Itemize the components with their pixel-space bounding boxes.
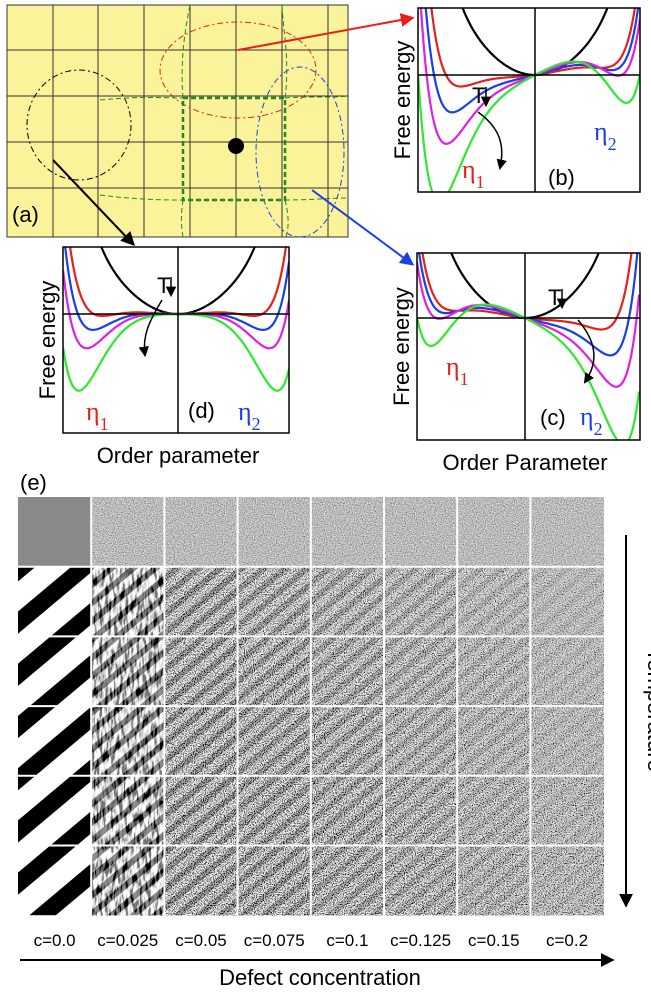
energy-curve xyxy=(417,234,639,356)
axis-label: Free energy xyxy=(35,281,60,400)
energy-curve xyxy=(63,270,289,348)
panel-frame xyxy=(418,8,640,192)
eta-label: η1 xyxy=(86,397,109,434)
eta-label: η1 xyxy=(462,155,485,192)
figure: (a) Free energy (b) η1 η2 T Free energy (d) η1 η… xyxy=(0,0,651,992)
panel-label: (c) xyxy=(540,405,566,430)
concentration-label: c=0.075 xyxy=(244,931,305,950)
texture-cell xyxy=(238,497,311,567)
panel-frame xyxy=(417,253,640,440)
texture-cell xyxy=(457,497,530,567)
texture-cell xyxy=(91,497,164,567)
texture-cell xyxy=(18,567,91,637)
texture-cell xyxy=(18,846,91,916)
texture-cell xyxy=(311,497,384,567)
texture-grid: c=0.0 c=0.025 c=0.05 c=0.075 c=0.1 c=0.125 c=0… xyxy=(18,497,604,950)
eta-label: η1 xyxy=(446,352,469,389)
arrow xyxy=(578,320,594,382)
texture-cell xyxy=(530,497,603,567)
page: {"panel_a": {"label": "(a)"}, "panel_b":… xyxy=(0,0,651,992)
concentration-label: c=0.05 xyxy=(175,931,227,950)
concentration-label: c=0.125 xyxy=(390,931,451,950)
eta-label: η2 xyxy=(594,117,617,154)
axis-label: Defect concentration xyxy=(219,965,421,990)
concentration-label: c=0.15 xyxy=(468,931,520,950)
concentration-label: c=0.025 xyxy=(97,931,158,950)
concentration-label: c=0.1 xyxy=(326,931,368,950)
axis-label: Order Parameter xyxy=(442,450,607,475)
axis-label: Free energy xyxy=(389,287,414,406)
panel-a: (a) xyxy=(7,5,412,264)
temperature: T xyxy=(472,83,485,108)
texture-cell xyxy=(18,636,91,706)
axis-label: Order parameter xyxy=(97,443,260,468)
energy-curve xyxy=(417,172,639,329)
energy-curve xyxy=(418,0,640,75)
texture-cell xyxy=(18,706,91,776)
panel-b: Free energy (b) η1 η2 T xyxy=(390,0,640,202)
defect xyxy=(228,138,244,154)
panel-label: (d) xyxy=(188,398,215,423)
axis-label: Temperature xyxy=(643,648,651,772)
concentration-label: c=0.0 xyxy=(34,931,76,950)
temperature: T xyxy=(157,273,170,298)
panel-label: (a) xyxy=(12,202,39,227)
texture-cell xyxy=(384,497,457,567)
eta-label: η2 xyxy=(238,397,261,434)
texture-cell xyxy=(164,497,237,567)
panel-label: (e) xyxy=(20,470,47,495)
texture-cell xyxy=(18,776,91,846)
texture-cell xyxy=(18,497,91,567)
temperature: T xyxy=(548,285,561,310)
concentration-label: c=0.2 xyxy=(546,931,588,950)
energy-curve xyxy=(417,0,639,318)
axis-label: Free energy xyxy=(390,41,415,160)
energy-curve xyxy=(63,314,289,391)
panel-label: (b) xyxy=(548,165,575,190)
energy-curve xyxy=(418,0,640,112)
eta-label: η2 xyxy=(580,402,603,439)
